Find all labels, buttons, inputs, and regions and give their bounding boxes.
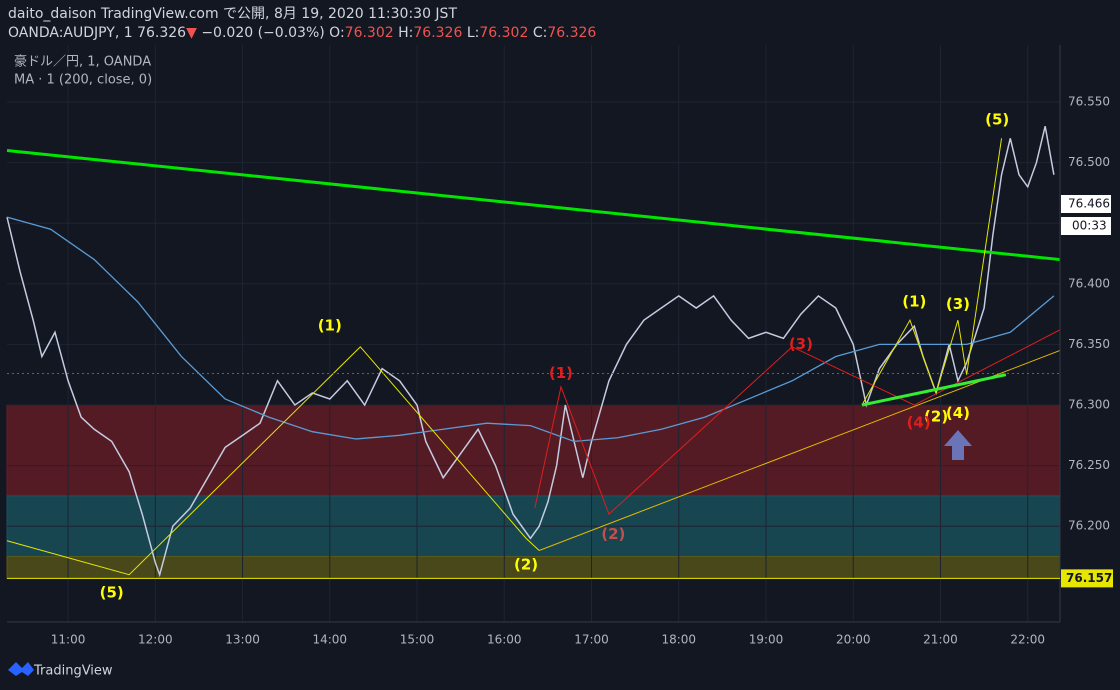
x-tick-label: 12:00: [138, 633, 173, 647]
wave-label: (3): [789, 335, 813, 353]
footer-bar: [0, 655, 1120, 690]
drawing-line: [538, 350, 1061, 551]
quote-line: OANDA:AUDJPY, 1 76.326▼ −0.020 (−0.03%) …: [8, 25, 596, 41]
wave-label: (2): [924, 408, 948, 426]
wave-label: (4): [907, 414, 931, 432]
series-line: [6, 216, 1055, 443]
y-tick-label: 76.200: [1068, 519, 1110, 533]
symbol: OANDA:AUDJPY, 1: [8, 25, 133, 41]
x-tick-label: 19:00: [749, 633, 784, 647]
drawing-line: [861, 373, 1007, 407]
wave-label: (5): [985, 111, 1009, 129]
c-label: C:: [533, 25, 548, 41]
close: 76.326: [547, 25, 596, 41]
drawing-line: [914, 329, 1061, 406]
countdown-label: 00:33: [1072, 219, 1107, 233]
chart-title: daito_daison TradingView.com で公開, 8月 19,…: [8, 6, 457, 22]
wave-label: (1): [318, 317, 342, 335]
legend-entry: MA · 1 (200, close, 0): [14, 73, 152, 88]
x-tick-label: 17:00: [574, 633, 609, 647]
countdown-tag: [1061, 217, 1111, 235]
zone: [6, 404, 1061, 497]
x-tick-label: 13:00: [225, 633, 260, 647]
drawing-line: [861, 138, 1003, 406]
h-label: H:: [398, 25, 413, 41]
high: 76.326: [413, 25, 462, 41]
drawing-line: [6, 148, 1061, 262]
legend-entry: 豪ドル／円, 1, OANDA: [14, 54, 151, 70]
open: 76.302: [345, 25, 394, 41]
wave-label: (4): [946, 404, 970, 422]
x-tick-label: 15:00: [400, 633, 435, 647]
y-tick-label: 76.250: [1068, 458, 1110, 472]
marked-price-label: 76.157: [1066, 571, 1112, 585]
marked-price-tag: [1061, 569, 1113, 588]
wave-label: (1): [902, 292, 926, 310]
wave-label: (2): [601, 525, 625, 543]
l-label: L:: [467, 25, 480, 41]
up-arrow-icon: [944, 430, 972, 460]
o-label: O:: [329, 25, 345, 41]
wave-label: (3): [946, 295, 970, 313]
wave-label: (5): [100, 583, 124, 601]
x-tick-label: 16:00: [487, 633, 522, 647]
arrow: ▼: [186, 25, 197, 41]
wave-label: (1): [549, 364, 573, 382]
y-tick-label: 76.400: [1068, 276, 1110, 290]
x-tick-label: 14:00: [312, 633, 347, 647]
change: −0.020 (−0.03%): [201, 25, 324, 41]
y-tick-label: 76.300: [1068, 398, 1110, 412]
wave-label: (2): [514, 556, 538, 574]
y-tick-label: 76.350: [1068, 337, 1110, 351]
y-tick-label: 76.550: [1068, 94, 1110, 108]
x-tick-label: 21:00: [923, 633, 958, 647]
x-tick-label: 11:00: [51, 633, 86, 647]
drawing-line: [6, 346, 540, 576]
x-tick-label: 22:00: [1010, 633, 1045, 647]
last: 76.326: [137, 25, 186, 41]
x-tick-label: 18:00: [661, 633, 696, 647]
y-tick-label: 76.500: [1068, 155, 1110, 169]
footer-brand: TradingView: [33, 664, 113, 679]
price-tag-label: 76.466: [1068, 197, 1110, 211]
drawing-line: [534, 346, 915, 515]
price-tag: [1061, 195, 1111, 213]
x-tick-label: 20:00: [836, 633, 871, 647]
low: 76.302: [479, 25, 528, 41]
logo: [8, 662, 34, 676]
